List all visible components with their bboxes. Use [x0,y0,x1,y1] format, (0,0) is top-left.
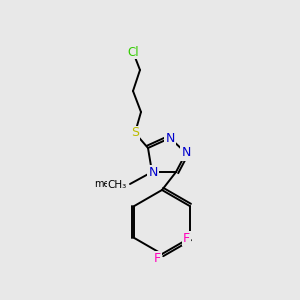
Text: S: S [131,127,139,140]
Text: methyl: methyl [94,179,128,189]
Text: N: N [148,166,158,178]
Text: Cl: Cl [127,46,139,59]
Text: CH₃: CH₃ [108,180,127,190]
Text: F: F [153,251,161,265]
Text: F: F [183,232,190,244]
Text: N: N [181,146,191,160]
Text: N: N [165,131,175,145]
